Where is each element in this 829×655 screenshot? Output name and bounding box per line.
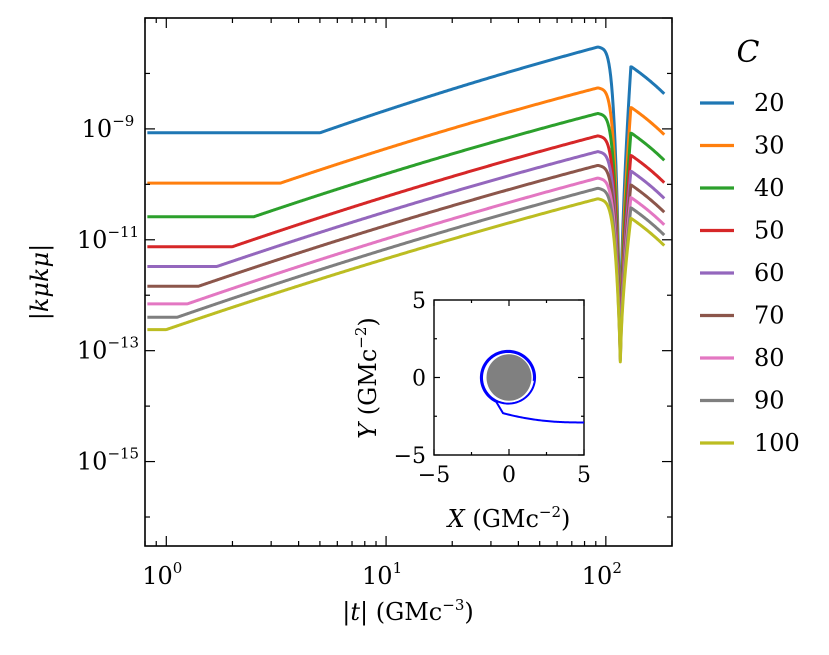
x-tick-label-0: 100 [142, 559, 182, 590]
legend-label-60: 60 [754, 259, 785, 287]
inset-y-tick-label: 0 [412, 367, 426, 392]
x-ticks: 100 101 102 [142, 18, 673, 590]
legend-label-40: 40 [754, 174, 785, 202]
legend-label-20: 20 [754, 89, 785, 117]
y-tick-label-−13: 10−13 [77, 334, 139, 365]
legend: 20 30 40 50 60 70 80 90 100 [700, 89, 800, 457]
series-line-20 [146, 45, 666, 339]
series-line-50 [146, 134, 666, 354]
inset-chart: −5 0 5 5 0 −5 X (GMc−2) Y (GMc−2) [352, 289, 591, 533]
legend-label-100: 100 [754, 429, 800, 457]
x-tick-label-2: 102 [582, 559, 622, 590]
x-axis-label: |t| (GMc−3) [342, 596, 474, 627]
series-layer [146, 45, 666, 364]
inset-orbit [479, 349, 584, 424]
inset-x-tick-label: −5 [418, 463, 450, 488]
y-tick-label-−11: 10−11 [77, 223, 139, 254]
legend-label-90: 90 [754, 387, 785, 415]
inset-x-tick-label: 0 [502, 463, 516, 488]
legend-label-30: 30 [754, 132, 785, 160]
series-line-30 [146, 86, 666, 346]
inset-y-tick-label: 5 [412, 289, 426, 314]
inset-disk [486, 354, 532, 401]
series-line-100 [146, 197, 666, 364]
y-ticks: 10−9 10−11 10−13 10−15 [77, 17, 672, 518]
legend-label-50: 50 [754, 217, 785, 245]
plot-frame [144, 17, 673, 547]
inset-x-axis-label: X (GMc−2) [446, 503, 571, 533]
inset-y-tick-label: −5 [394, 444, 426, 469]
y-tick-label-−9: 10−9 [82, 112, 135, 143]
inset-y-axis-label: Y (GMc−2) [352, 317, 382, 439]
series-line-40 [146, 112, 666, 350]
legend-title: C [737, 35, 760, 70]
series-line-80 [146, 176, 666, 361]
legend-label-70: 70 [754, 302, 785, 330]
legend-label-80: 80 [754, 344, 785, 372]
series-line-70 [146, 163, 666, 358]
y-tick-label-−15: 10−15 [77, 445, 139, 476]
x-tick-label-1: 101 [362, 559, 402, 590]
inset-x-tick-label: 5 [577, 463, 591, 488]
y-axis-label: |kμkμ| [26, 244, 55, 320]
inset-layer: −5 0 5 5 0 −5 [394, 289, 591, 488]
series-line-90 [146, 186, 666, 362]
series-line-60 [146, 150, 666, 356]
